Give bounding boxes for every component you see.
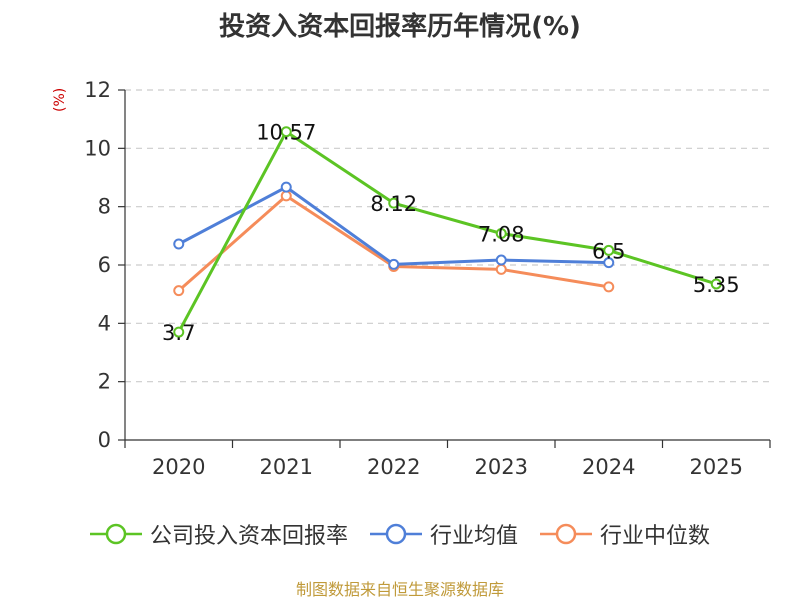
data-label: 10.57 [256, 121, 316, 145]
legend-marker-industry-avg [369, 523, 422, 545]
legend-item-industry-median[interactable]: 行业中位数 [540, 518, 710, 550]
data-point [173, 285, 185, 297]
legend: 公司投入资本回报率 行业均值 行业中位数 [0, 518, 800, 550]
legend-label-company: 公司投入资本回报率 [149, 524, 348, 549]
data-point [388, 197, 400, 209]
legend-label-industry-median: 行业中位数 [600, 524, 711, 549]
data-label: 6.5 [592, 239, 625, 263]
data-point [603, 244, 615, 256]
x-tick-label: 2023 [475, 455, 528, 479]
data-point [603, 281, 615, 293]
data-point [173, 326, 185, 338]
data-point [495, 254, 507, 266]
x-tick-label: 2024 [582, 455, 635, 479]
y-tick-label: 2 [98, 370, 111, 394]
legend-marker-industry-median [540, 523, 592, 545]
data-point [603, 257, 615, 269]
x-tick-label: 2022 [367, 455, 420, 479]
data-label: 8.12 [370, 192, 417, 216]
y-tick-label: 10 [84, 136, 111, 160]
data-point [280, 190, 292, 202]
x-tick-label: 2021 [260, 455, 313, 479]
legend-item-industry-avg[interactable]: 行业均值 [369, 518, 518, 550]
x-tick-label: 2025 [690, 455, 743, 479]
legend-item-company[interactable]: 公司投入资本回报率 [89, 518, 348, 550]
data-point [495, 228, 507, 239]
data-point [280, 181, 292, 193]
data-point [388, 258, 400, 270]
data-point [173, 238, 185, 250]
data-label: 7.08 [478, 223, 525, 247]
data-label: 5.35 [693, 273, 740, 297]
data-point [280, 126, 292, 138]
data-label: 3.7 [162, 321, 195, 345]
data-point [710, 278, 722, 290]
y-tick-label: 8 [98, 195, 111, 219]
legend-label-industry-avg: 行业均值 [429, 524, 518, 549]
y-tick-label: 12 [84, 78, 111, 102]
y-tick-label: 4 [98, 311, 111, 335]
source-note: 制图数据来自恒生聚源数据库 [295, 580, 504, 599]
legend-marker-company [89, 523, 142, 545]
y-tick-label: 0 [98, 428, 111, 452]
series-line [177, 130, 717, 333]
data-point [495, 263, 507, 275]
chart-title: 投资入资本回报率历年情况(%) [219, 12, 581, 42]
x-tick-label: 2020 [152, 455, 205, 479]
y-tick-label: 6 [98, 253, 111, 277]
